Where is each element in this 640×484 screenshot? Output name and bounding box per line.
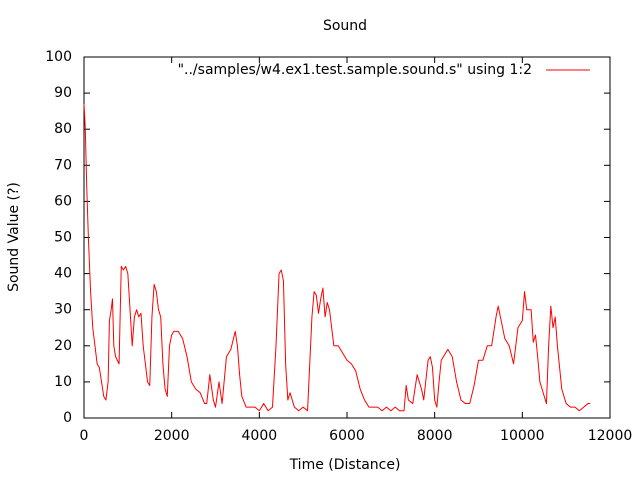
- y-tick-label: 50: [54, 230, 72, 246]
- y-tick-label: 0: [63, 410, 72, 426]
- x-tick-label: 12000: [588, 428, 633, 444]
- y-tick-label: 30: [54, 302, 72, 318]
- x-tick-label: 8000: [417, 428, 453, 444]
- x-axis-label: Time (Distance): [289, 457, 401, 473]
- y-tick-label: 10: [54, 374, 72, 390]
- y-tick-label: 100: [45, 49, 72, 65]
- x-tick-label: 2000: [154, 428, 190, 444]
- y-tick-label: 40: [54, 266, 72, 282]
- legend-label: "../samples/w4.ex1.test.sample.sound.s" …: [178, 62, 532, 78]
- y-tick-label: 70: [54, 157, 72, 173]
- x-tick-label: 10000: [500, 428, 545, 444]
- data-line: [83, 103, 591, 412]
- y-tick-label: 90: [54, 85, 72, 101]
- chart-title: Sound: [323, 18, 367, 34]
- x-tick-label: 4000: [242, 428, 278, 444]
- y-tick-label: 80: [54, 121, 72, 137]
- x-tick-label: 0: [80, 428, 89, 444]
- y-tick-label: 20: [54, 338, 72, 354]
- y-axis-label: Sound Value (?): [6, 182, 22, 292]
- x-tick-label: 6000: [329, 428, 365, 444]
- y-tick-label: 60: [54, 193, 72, 209]
